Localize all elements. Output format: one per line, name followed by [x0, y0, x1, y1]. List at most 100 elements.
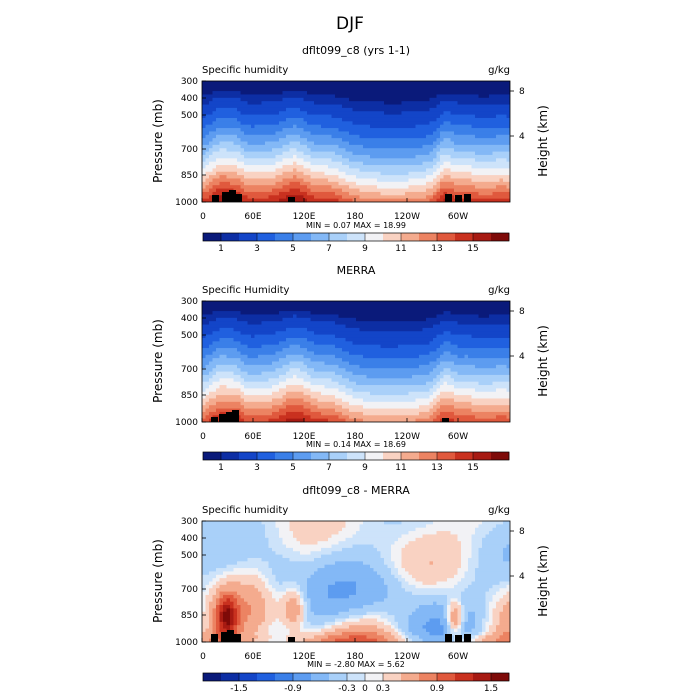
field-cell — [244, 411, 249, 416]
field-cell — [202, 411, 207, 416]
field-cell — [398, 131, 403, 136]
field-cell — [447, 141, 452, 146]
field-cell — [230, 151, 235, 156]
field-cell — [230, 148, 235, 153]
field-cell — [286, 341, 291, 346]
field-cell — [275, 334, 280, 339]
field-cell — [373, 175, 378, 180]
field-cell — [240, 395, 245, 400]
field-cell — [419, 97, 424, 102]
field-cell — [384, 165, 389, 169]
field-cell — [300, 107, 305, 112]
field-cell — [394, 141, 399, 146]
field-cell — [303, 368, 308, 373]
field-cell — [338, 188, 343, 193]
field-cell — [335, 161, 340, 166]
field-cell — [279, 301, 284, 305]
field-cell — [429, 84, 434, 89]
field-cell — [489, 104, 494, 109]
field-cell — [349, 304, 354, 309]
field-cell — [328, 124, 333, 129]
field-cell — [342, 134, 347, 139]
field-cell — [303, 195, 308, 200]
field-cell — [419, 181, 424, 186]
field-cell — [261, 337, 266, 342]
field-cell — [496, 185, 501, 190]
field-cell — [314, 104, 319, 109]
field-cell — [496, 178, 501, 183]
field-cell — [219, 185, 224, 190]
field-cell — [352, 148, 357, 153]
field-cell — [202, 348, 207, 353]
field-cell — [440, 168, 445, 173]
field-cell — [373, 84, 378, 89]
field-cell — [219, 307, 224, 312]
field-cell — [212, 405, 217, 410]
field-cell — [289, 191, 294, 196]
field-cell — [492, 84, 497, 89]
field-cell — [289, 117, 294, 122]
field-cell — [342, 175, 347, 180]
field-cell — [447, 87, 452, 92]
field-cell — [454, 165, 459, 169]
field-cell — [328, 321, 333, 326]
field-cell — [440, 171, 445, 176]
field-cell — [247, 175, 252, 180]
field-cell — [230, 348, 235, 353]
field-cell — [286, 165, 291, 169]
field-cell — [261, 317, 266, 322]
field-cell — [443, 104, 448, 109]
field-cell — [219, 141, 224, 146]
field-cell — [258, 111, 263, 116]
field-cell — [226, 175, 231, 180]
field-cell — [289, 97, 294, 102]
field-cell — [265, 334, 270, 339]
field-cell — [457, 148, 462, 153]
field-cell — [216, 151, 221, 156]
field-cell — [429, 178, 434, 183]
field-cell — [485, 104, 490, 109]
field-cell — [366, 91, 371, 96]
field-cell — [314, 81, 319, 85]
field-cell — [331, 301, 336, 305]
field-cell — [387, 181, 392, 186]
field-cell — [275, 148, 280, 153]
field-cell — [384, 148, 389, 153]
field-cell — [503, 154, 508, 159]
field-cell — [202, 138, 207, 143]
field-cell — [289, 351, 294, 356]
field-cell — [275, 195, 280, 200]
field-cell — [352, 181, 357, 186]
field-cell — [247, 117, 252, 122]
field-cell — [356, 181, 361, 186]
field-cell — [440, 124, 445, 129]
field-cell — [247, 124, 252, 129]
field-cell — [265, 418, 270, 422]
field-cell — [440, 91, 445, 96]
field-cell — [356, 314, 361, 319]
field-cell — [230, 327, 235, 332]
field-cell — [398, 168, 403, 173]
field-cell — [366, 317, 371, 322]
field-cell — [258, 324, 263, 329]
field-cell — [258, 415, 263, 420]
field-cell — [450, 144, 455, 149]
field-cell — [433, 97, 438, 102]
field-cell — [303, 198, 308, 202]
field-cell — [324, 317, 329, 322]
panel-title: MERRA — [337, 264, 376, 277]
field-cell — [202, 84, 207, 89]
field-cell — [405, 175, 410, 180]
field-cell — [258, 374, 263, 379]
field-cell — [359, 154, 364, 159]
field-cell — [317, 181, 322, 186]
field-cell — [314, 361, 319, 366]
field-cell — [219, 321, 224, 326]
field-cell — [230, 128, 235, 133]
field-cell — [272, 188, 277, 193]
field-cell — [401, 81, 406, 85]
field-cell — [436, 158, 441, 163]
field-cell — [303, 158, 308, 163]
field-cell — [244, 314, 249, 319]
field-cell — [289, 368, 294, 373]
